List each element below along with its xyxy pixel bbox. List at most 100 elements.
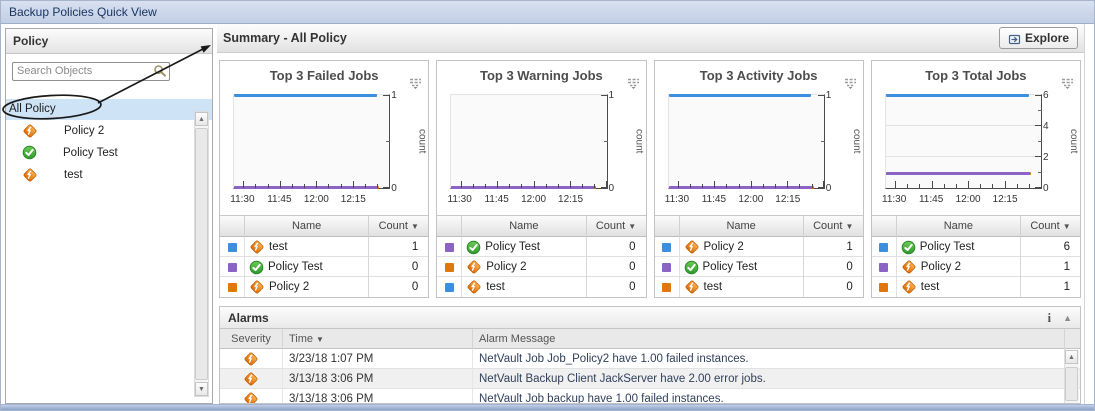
column-header-label: Time (289, 333, 314, 345)
y-minor-tick (603, 140, 608, 142)
y-tick (600, 95, 608, 96)
policy-name-cell: Policy 2 (678, 237, 803, 257)
search-input[interactable] (12, 61, 170, 81)
name-column-header: Name (678, 216, 803, 237)
x-tick (1028, 184, 1030, 188)
sort-desc-icon[interactable]: ▼ (845, 222, 854, 231)
x-tick (1040, 181, 1042, 188)
x-tick-label: 11:30 (230, 194, 255, 205)
x-tick (606, 181, 608, 188)
alarm-row[interactable]: 3/23/18 1:07 PM NetVault Job Job_Policy2 … (220, 349, 1080, 369)
scroll-down-icon[interactable]: ▼ (195, 381, 208, 396)
x-axis-labels: 11:30 11:45 12:00 12:15 (230, 190, 390, 210)
policy-warning-icon (684, 239, 700, 255)
legend-table-row[interactable]: test 0 (654, 277, 863, 297)
x-tick (702, 184, 704, 188)
legend-table-row[interactable]: Policy Test 0 (437, 237, 646, 257)
alarm-message: NetVault Job Job_Policy2 have 1.00 faile… (472, 349, 1064, 369)
x-tick (943, 184, 945, 188)
series-line (234, 94, 377, 97)
sort-desc-icon[interactable]: ▼ (316, 335, 324, 344)
tree-item[interactable]: Policy Test (6, 142, 212, 164)
alarms-scrollbar[interactable]: ▲ (1064, 350, 1079, 403)
count-header-label: Count (595, 220, 626, 232)
alarms-column-header-severity[interactable]: Severity (220, 329, 282, 350)
count-column-header[interactable]: Count ▼ (585, 216, 646, 237)
summary-card: Top 3 Failed Jobs 0 1 11:30 11:45 12:00 12:15… (219, 60, 430, 298)
count-cell: 0 (368, 277, 428, 297)
count-column-header[interactable]: Count ▼ (802, 216, 863, 237)
x-tick (279, 181, 281, 188)
line-chart: 0 1 11:30 11:45 12:00 12:15 count (655, 89, 863, 215)
scroll-up-icon[interactable]: ▲ (1065, 350, 1078, 364)
legend-table-row[interactable]: Policy 2 1 (654, 237, 863, 257)
x-tick (919, 184, 921, 188)
legend-table-row[interactable]: Policy 2 1 (871, 257, 1080, 277)
policy-name: Policy 2 (703, 241, 744, 253)
sort-desc-icon[interactable]: ▼ (1062, 222, 1071, 231)
chart-options-icon[interactable] (627, 70, 640, 100)
policy-ok-icon (22, 145, 37, 160)
scrollbar-thumb[interactable] (195, 127, 208, 380)
scrollbar-thumb[interactable] (1065, 367, 1078, 401)
x-tick-label: 11:45 (484, 194, 509, 205)
legend-table-row[interactable]: Policy Test 0 (220, 257, 429, 277)
chart-options-icon[interactable] (409, 70, 422, 100)
severity-warning-icon (243, 371, 259, 387)
legend-table-row[interactable]: test 1 (220, 237, 429, 257)
policy-name: test (703, 281, 723, 293)
x-tick (750, 181, 752, 188)
alarms-column-header-time[interactable]: Time ▼ (282, 329, 472, 350)
policy-name: Policy Test (268, 261, 323, 273)
alarms-column-header-alarm-message[interactable]: Alarm Message (472, 329, 1064, 350)
severity-cell (220, 349, 282, 369)
x-tick (799, 184, 801, 188)
legend-table-row[interactable]: Policy 2 0 (437, 257, 646, 277)
legend-table-row[interactable]: Policy Test 6 (871, 237, 1080, 257)
x-tick (968, 181, 970, 188)
policy-name: test (920, 281, 940, 293)
search-icon[interactable] (153, 64, 167, 83)
tree-scrollbar[interactable]: ▲ ▼ (194, 110, 209, 397)
policy-tree: All Policy Policy 2 Policy Test test ▲ ▼ (6, 98, 212, 403)
x-tick (1016, 184, 1018, 188)
count-column-header[interactable]: Count ▼ (1020, 216, 1080, 237)
tree-item[interactable]: Policy 2 (6, 120, 212, 142)
chart-options-icon[interactable] (1061, 70, 1074, 100)
info-icon[interactable]: i (1047, 309, 1052, 325)
alarm-row[interactable]: 3/13/18 3:06 PM NetVault Backup Client Ja… (220, 369, 1080, 389)
legend-table-row[interactable]: test 0 (437, 277, 646, 297)
x-tick (545, 184, 547, 188)
legend-table-header: Name Count ▼ (437, 216, 646, 237)
legend-table-row[interactable]: Policy Test 0 (654, 257, 863, 277)
alarm-time: 3/13/18 3:06 PM (282, 369, 472, 389)
count-cell: 1 (368, 237, 428, 257)
collapse-icon[interactable]: ▲ (1063, 312, 1072, 323)
alarm-row[interactable]: 3/13/18 3:06 PM NetVault Job backup have … (220, 389, 1080, 403)
explore-button[interactable]: Explore (998, 27, 1078, 49)
tree-item-all-policy[interactable]: All Policy (6, 98, 212, 120)
x-tick (291, 184, 293, 188)
tree-item[interactable]: test (6, 164, 212, 186)
sort-desc-icon[interactable]: ▼ (628, 222, 637, 231)
y-tick-label: 6 (1043, 90, 1049, 101)
legend-table-row[interactable]: test 1 (871, 277, 1080, 297)
sort-desc-icon[interactable]: ▼ (410, 222, 419, 231)
x-tick (714, 181, 716, 188)
column-header-label: Severity (231, 333, 271, 345)
policy-name-cell: Policy 2 (244, 277, 368, 297)
x-tick (509, 184, 511, 188)
chart-options-icon[interactable] (844, 70, 857, 100)
x-tick (775, 184, 777, 188)
count-column-header[interactable]: Count ▼ (368, 216, 428, 237)
y-tick (383, 95, 391, 96)
policy-name: Policy 2 (920, 261, 962, 273)
legend-table-header: Name Count ▼ (871, 216, 1080, 237)
policy-name-cell: test (461, 277, 585, 297)
scroll-up-icon[interactable]: ▲ (195, 111, 208, 126)
legend-swatch-cell (872, 257, 896, 277)
legend-table-row[interactable]: Policy 2 0 (220, 277, 429, 297)
alarms-panel: Alarms i ▲ Severity Time ▼ Alarm Message 3/… (219, 306, 1081, 404)
